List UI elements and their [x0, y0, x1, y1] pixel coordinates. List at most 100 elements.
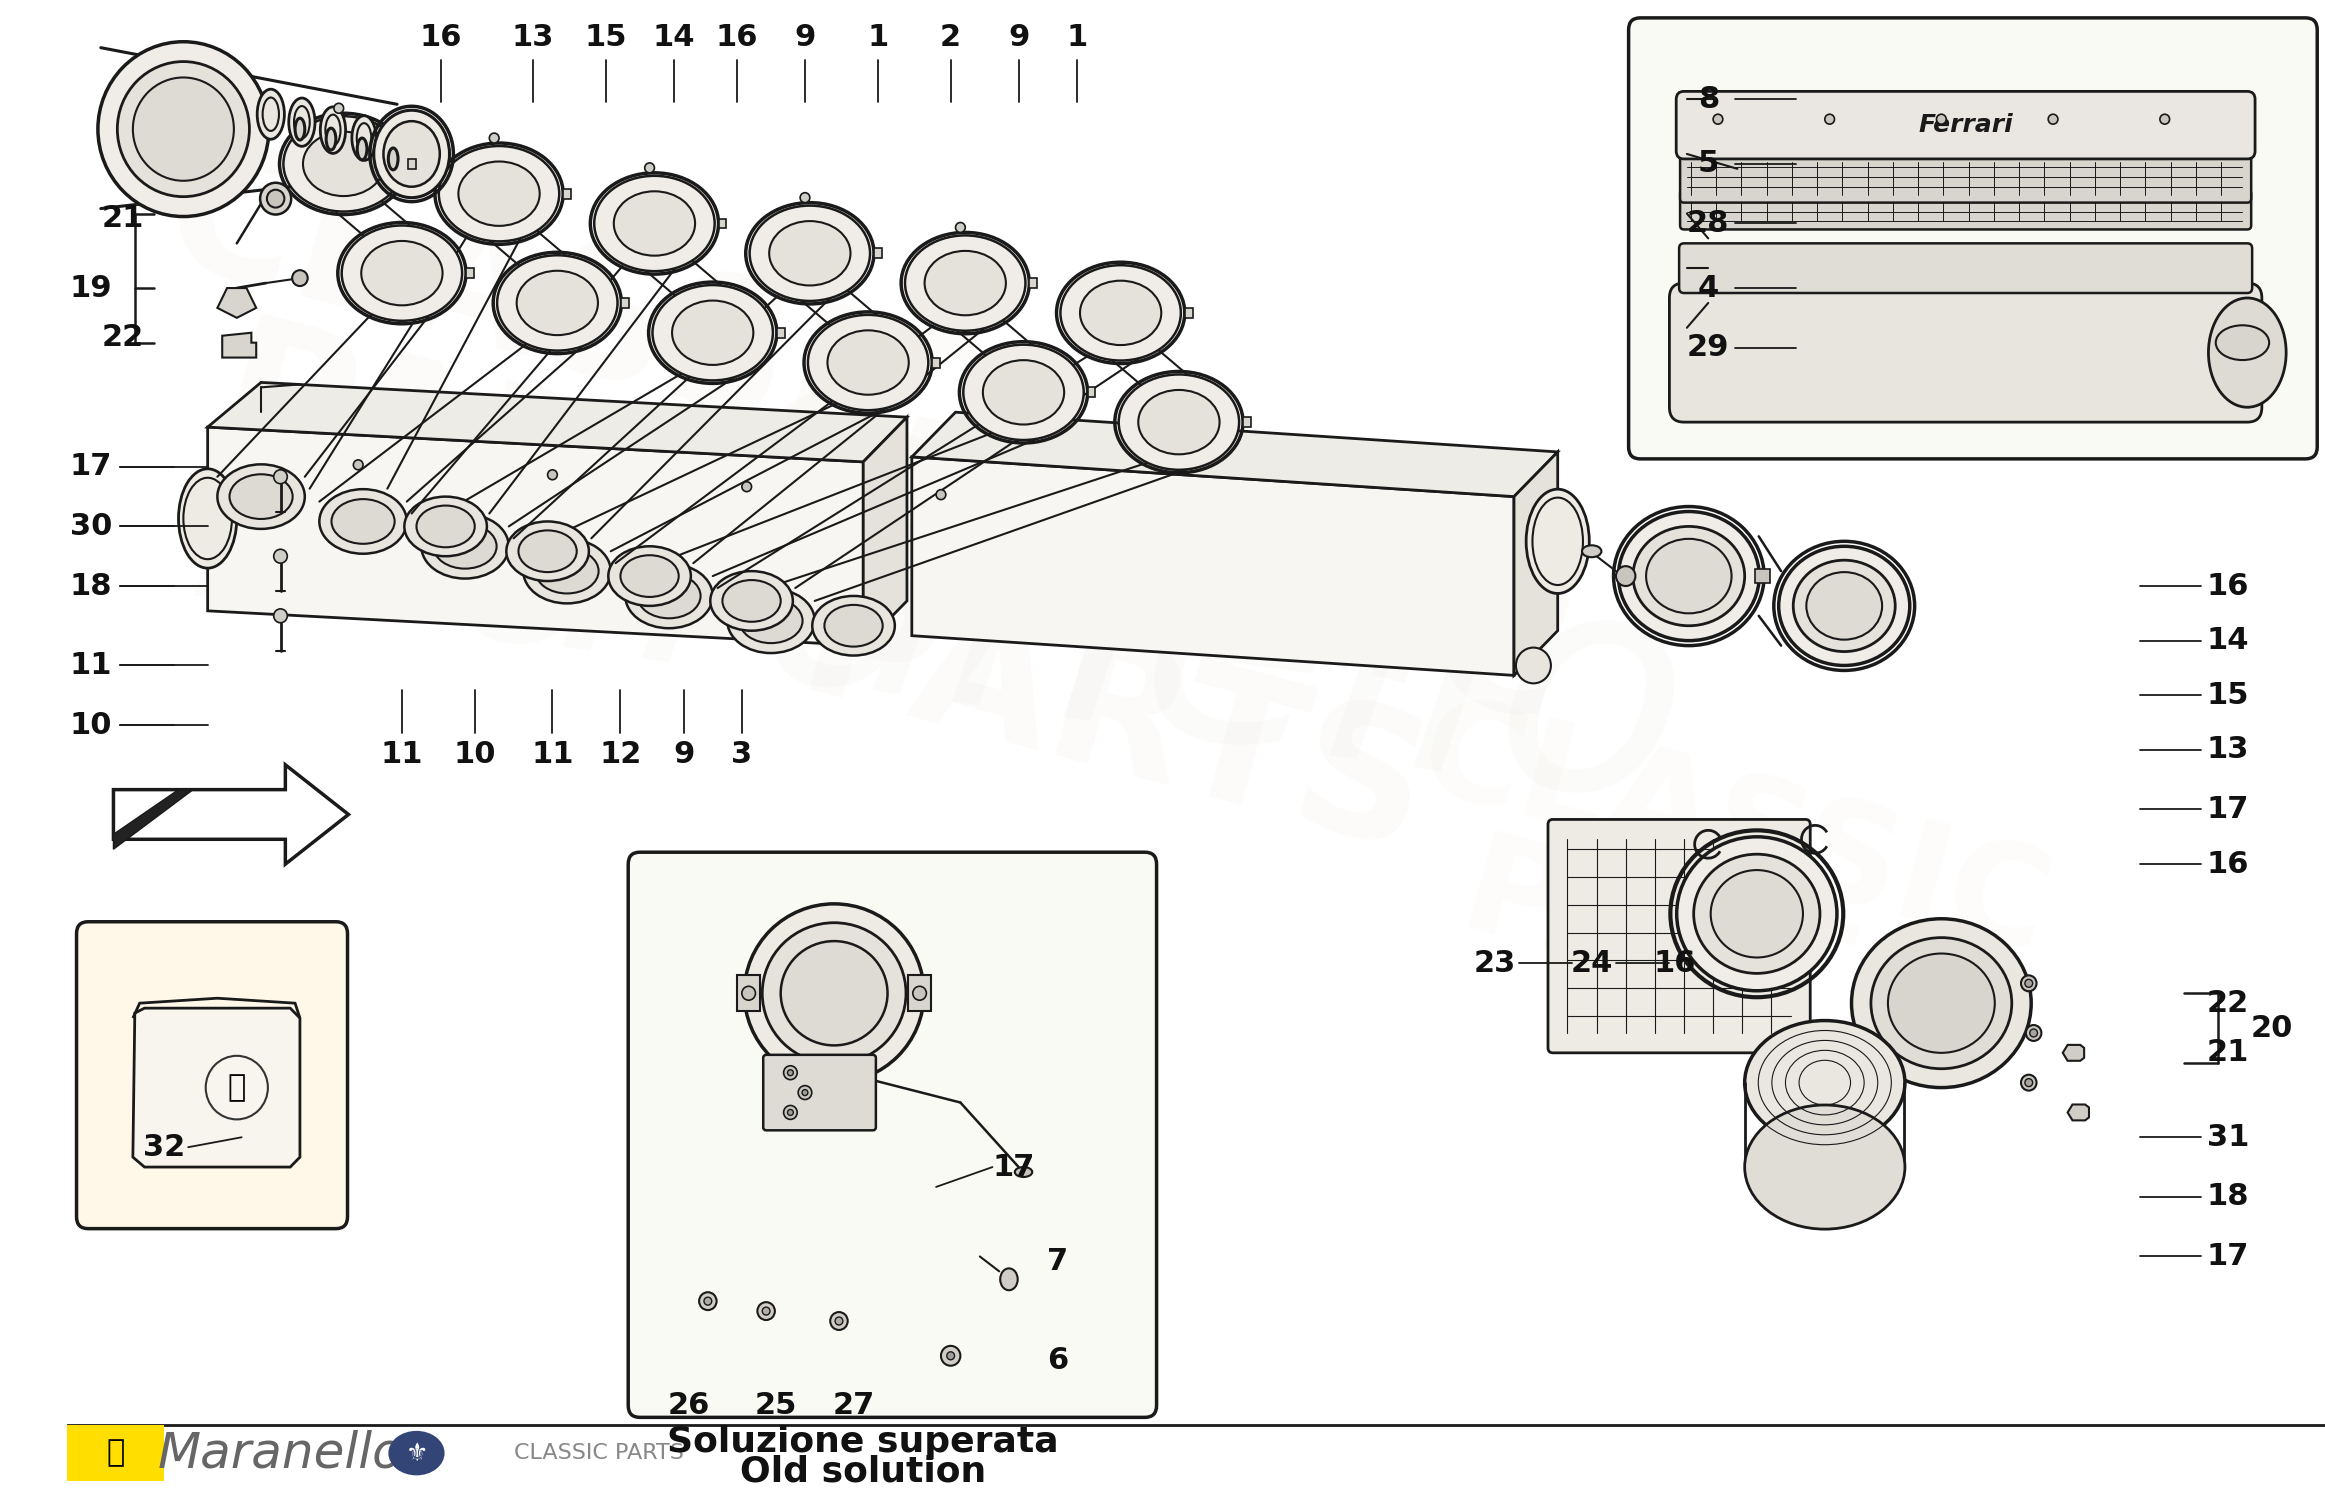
Ellipse shape — [360, 242, 442, 306]
Text: 10: 10 — [453, 741, 495, 769]
Text: 26: 26 — [667, 1391, 709, 1419]
Circle shape — [802, 1090, 807, 1096]
Text: 15: 15 — [2206, 681, 2248, 710]
Text: 14: 14 — [2206, 626, 2248, 655]
Bar — [932, 358, 939, 367]
Ellipse shape — [1744, 1020, 1904, 1145]
FancyBboxPatch shape — [77, 921, 346, 1229]
Text: 15: 15 — [584, 24, 628, 52]
Circle shape — [937, 489, 946, 499]
Ellipse shape — [1060, 265, 1181, 361]
Text: 10: 10 — [70, 711, 112, 740]
Ellipse shape — [332, 499, 395, 544]
Ellipse shape — [384, 121, 439, 186]
Ellipse shape — [637, 574, 700, 619]
Text: 29: 29 — [1688, 332, 1730, 362]
Circle shape — [700, 1293, 716, 1311]
Text: 17: 17 — [993, 1153, 1035, 1181]
Text: 24: 24 — [1569, 948, 1614, 978]
Text: Ferrari: Ferrari — [1918, 113, 2013, 137]
Text: 7: 7 — [1046, 1246, 1067, 1276]
Circle shape — [205, 1056, 267, 1120]
Ellipse shape — [498, 255, 618, 350]
Ellipse shape — [230, 474, 293, 519]
Ellipse shape — [1793, 561, 1895, 652]
Text: 19: 19 — [70, 273, 112, 303]
Ellipse shape — [416, 505, 474, 547]
Ellipse shape — [709, 571, 793, 631]
Text: 3: 3 — [732, 741, 753, 769]
Circle shape — [704, 1297, 711, 1305]
Bar — [1755, 570, 1769, 583]
Polygon shape — [133, 1008, 300, 1167]
Text: 🐎: 🐎 — [107, 1439, 126, 1467]
Text: Maranello: Maranello — [177, 364, 1704, 868]
Ellipse shape — [1744, 1105, 1904, 1229]
Ellipse shape — [421, 514, 509, 579]
Ellipse shape — [739, 598, 802, 643]
FancyBboxPatch shape — [1681, 189, 2251, 230]
Ellipse shape — [374, 110, 449, 198]
Ellipse shape — [1711, 871, 1802, 957]
Circle shape — [260, 183, 291, 215]
Circle shape — [800, 192, 809, 203]
Polygon shape — [114, 790, 193, 850]
Text: 6: 6 — [1046, 1346, 1067, 1375]
Polygon shape — [207, 426, 863, 646]
Text: 16: 16 — [418, 24, 463, 52]
Ellipse shape — [384, 125, 407, 167]
Text: 21: 21 — [2206, 1038, 2248, 1068]
Ellipse shape — [1581, 546, 1602, 558]
Ellipse shape — [1525, 489, 1590, 593]
Ellipse shape — [625, 564, 714, 628]
Text: 13: 13 — [2206, 735, 2248, 765]
Circle shape — [742, 482, 751, 492]
Text: 14: 14 — [653, 24, 695, 52]
Ellipse shape — [1139, 391, 1221, 455]
FancyBboxPatch shape — [763, 1054, 877, 1130]
Circle shape — [2160, 115, 2169, 124]
Circle shape — [116, 61, 249, 197]
Circle shape — [830, 1312, 849, 1330]
Text: 17: 17 — [2206, 795, 2248, 825]
Circle shape — [133, 78, 235, 180]
Ellipse shape — [828, 331, 909, 395]
Bar — [621, 298, 630, 309]
Text: Soluzione superata: Soluzione superata — [667, 1425, 1060, 1460]
Ellipse shape — [1872, 938, 2011, 1069]
Ellipse shape — [672, 301, 753, 365]
Circle shape — [1937, 115, 1946, 124]
Ellipse shape — [326, 128, 335, 151]
FancyBboxPatch shape — [628, 853, 1156, 1418]
Circle shape — [742, 986, 756, 1000]
Ellipse shape — [983, 361, 1065, 425]
Bar — [718, 219, 725, 228]
Ellipse shape — [744, 904, 923, 1082]
Ellipse shape — [319, 489, 407, 553]
Text: 11: 11 — [530, 741, 574, 769]
Text: 4: 4 — [1697, 273, 1718, 303]
Ellipse shape — [432, 523, 498, 568]
Circle shape — [549, 470, 558, 480]
Text: 21: 21 — [102, 204, 144, 233]
Text: 17: 17 — [70, 452, 112, 482]
Polygon shape — [2067, 1105, 2088, 1120]
Circle shape — [98, 42, 270, 216]
Bar — [874, 249, 881, 258]
Ellipse shape — [1888, 954, 1995, 1053]
Ellipse shape — [302, 131, 384, 197]
Circle shape — [2025, 1024, 2041, 1041]
Ellipse shape — [1693, 854, 1820, 974]
Ellipse shape — [258, 89, 284, 139]
Circle shape — [788, 1069, 793, 1075]
Ellipse shape — [1014, 1167, 1032, 1176]
Text: Maranello: Maranello — [158, 1428, 402, 1478]
Circle shape — [335, 103, 344, 113]
Ellipse shape — [1851, 918, 2032, 1087]
Polygon shape — [1514, 452, 1558, 675]
Circle shape — [956, 222, 965, 233]
Text: 16: 16 — [716, 24, 758, 52]
Circle shape — [267, 189, 284, 207]
Text: 1: 1 — [1067, 24, 1088, 52]
Bar — [407, 160, 416, 168]
